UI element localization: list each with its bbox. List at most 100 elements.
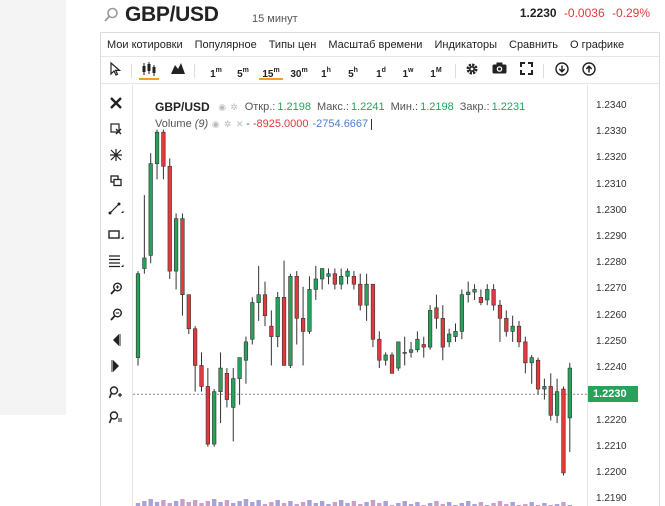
candle[interactable] <box>148 153 153 264</box>
candle[interactable] <box>167 158 172 279</box>
candle[interactable] <box>199 352 204 392</box>
candle[interactable] <box>294 271 299 345</box>
menu-price-types[interactable]: Типы цен <box>268 38 317 51</box>
candle[interactable] <box>561 386 566 476</box>
candle[interactable] <box>459 289 464 340</box>
candle[interactable] <box>345 268 350 285</box>
chart-area[interactable]: GBP/USD ◉ ✲ Откр.: 1.2198 Макс.: 1.2241 Ми… <box>132 85 588 506</box>
trend-line-icon[interactable] <box>106 199 126 219</box>
candle[interactable] <box>154 129 160 180</box>
eye-icon[interactable]: ◉ <box>218 101 227 112</box>
candle[interactable] <box>478 289 484 306</box>
eye-icon[interactable]: ◉ <box>211 118 220 129</box>
candle[interactable] <box>301 286 306 366</box>
candle[interactable] <box>440 305 445 361</box>
area-icon[interactable] <box>169 62 187 80</box>
candles-icon[interactable] <box>139 62 159 80</box>
candle[interactable] <box>402 336 407 366</box>
candle[interactable] <box>510 315 515 342</box>
candle[interactable] <box>447 328 452 348</box>
candle[interactable] <box>320 268 325 290</box>
fullscreen-icon[interactable] <box>517 62 535 80</box>
layers-icon[interactable] <box>106 171 126 191</box>
candle[interactable] <box>427 305 433 350</box>
candle[interactable] <box>529 354 534 384</box>
timeframe-5h[interactable]: 5h <box>348 67 358 80</box>
candle[interactable] <box>377 331 382 369</box>
zoom-fit-icon[interactable] <box>106 407 126 427</box>
sparkle-icon[interactable] <box>106 145 126 165</box>
zoom-reset-icon[interactable] <box>106 382 126 402</box>
rectangle-icon[interactable] <box>106 225 126 245</box>
candle[interactable] <box>364 273 369 321</box>
candle[interactable] <box>516 320 522 348</box>
candle[interactable] <box>453 323 458 342</box>
candle[interactable] <box>231 368 236 442</box>
gear-icon[interactable] <box>463 62 481 80</box>
candle[interactable] <box>389 352 395 374</box>
candle[interactable] <box>288 273 293 369</box>
menu-popular[interactable]: Популярное <box>194 38 257 51</box>
candle[interactable] <box>523 336 528 374</box>
timeframe-5m[interactable]: 5m <box>237 67 249 80</box>
close-icon[interactable]: ✕ <box>235 118 244 129</box>
camera-icon[interactable] <box>490 62 508 80</box>
timeframe-1w[interactable]: 1w <box>402 67 414 80</box>
timeframe-1h[interactable]: 1h <box>321 67 331 80</box>
candle[interactable] <box>351 271 357 290</box>
candle[interactable] <box>205 368 210 447</box>
candle[interactable] <box>135 271 141 366</box>
menu-compare[interactable]: Сравнить <box>509 38 559 51</box>
candle[interactable] <box>193 326 198 392</box>
zoom-out-icon[interactable] <box>106 304 126 324</box>
close-icon[interactable] <box>106 93 126 113</box>
candle[interactable] <box>212 389 217 447</box>
fibonacci-icon[interactable] <box>106 251 126 271</box>
download-icon[interactable] <box>553 62 571 80</box>
candle[interactable] <box>339 268 344 290</box>
timeframe-15m[interactable]: 15m <box>259 62 283 80</box>
menu-indicators[interactable]: Индикаторы <box>434 38 497 51</box>
search-icon[interactable] <box>103 7 121 25</box>
candle[interactable] <box>421 336 426 358</box>
candle[interactable] <box>358 273 363 311</box>
cursor-cross-icon[interactable] <box>106 119 126 139</box>
candle[interactable] <box>332 268 337 290</box>
candle[interactable] <box>142 195 147 274</box>
candle[interactable] <box>307 276 312 335</box>
candle[interactable] <box>434 294 439 329</box>
cursor-icon[interactable] <box>107 61 123 80</box>
candle[interactable] <box>370 283 376 348</box>
candle[interactable] <box>408 341 414 358</box>
price-axis[interactable]: 1.2340 1.2330 1.2320 1.2310 1.2300 1.2290 1.22… <box>587 85 661 506</box>
candle[interactable] <box>243 336 249 384</box>
candle[interactable] <box>269 310 274 366</box>
candle[interactable] <box>237 357 242 405</box>
scroll-left-icon[interactable] <box>106 330 126 350</box>
timeframe-30m[interactable]: 30m <box>290 67 308 80</box>
candle[interactable] <box>415 331 420 353</box>
candle[interactable] <box>262 281 268 327</box>
candle[interactable] <box>383 352 388 366</box>
candle[interactable] <box>504 310 509 337</box>
candle[interactable] <box>281 260 287 366</box>
timeframe-1d[interactable]: 1d <box>376 67 386 80</box>
timeframe-1m[interactable]: 1m <box>210 67 222 80</box>
candlestick-chart[interactable] <box>133 85 588 506</box>
candle[interactable] <box>396 341 401 371</box>
candle[interactable] <box>250 297 255 345</box>
candle[interactable] <box>326 268 331 285</box>
upload-icon[interactable] <box>580 62 598 80</box>
menu-time-scale[interactable]: Масштаб времени <box>328 38 423 51</box>
candle[interactable] <box>275 292 280 348</box>
scroll-right-icon[interactable] <box>106 356 126 376</box>
candle[interactable] <box>535 357 541 395</box>
candle[interactable] <box>548 373 553 421</box>
gear-icon[interactable]: ✲ <box>230 101 238 112</box>
candle[interactable] <box>567 362 572 452</box>
candle[interactable] <box>485 284 490 306</box>
candle[interactable] <box>542 378 547 400</box>
candle[interactable] <box>224 368 229 408</box>
symbol-title[interactable]: GBP/USD <box>125 3 219 26</box>
candle[interactable] <box>497 299 503 342</box>
